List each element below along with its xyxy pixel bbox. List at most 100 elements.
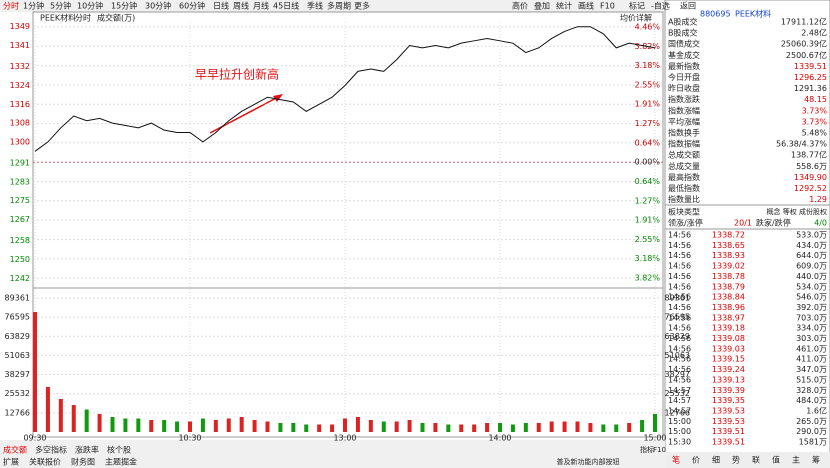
stat-value: 5.48% xyxy=(802,129,828,138)
period-tab[interactable]: 周线 xyxy=(233,1,249,11)
volume-bar xyxy=(45,387,50,432)
volume-bar xyxy=(330,424,335,432)
panel-name: PEEK材料 xyxy=(735,9,771,19)
y-tick-label: 1324 xyxy=(10,81,30,90)
volume-bar xyxy=(149,420,154,432)
tick-price: 1338.96 xyxy=(712,303,745,312)
period-tab[interactable]: 日线 xyxy=(213,1,229,11)
volume-bar xyxy=(459,424,464,432)
period-tab[interactable]: 月线 xyxy=(253,1,269,11)
volume-bar xyxy=(575,421,580,432)
y-tick-label: 12766 xyxy=(5,408,30,417)
chart-link[interactable]: 均价详解 xyxy=(620,13,652,23)
bottom-tool[interactable]: 关联报价 xyxy=(29,457,61,467)
volume-bar xyxy=(420,423,425,432)
period-tab[interactable]: 30分钟 xyxy=(145,1,171,11)
y-tick-label-right: 51063 xyxy=(665,351,690,360)
period-tab[interactable]: 季线 xyxy=(307,1,323,11)
stat-label: 指数量比 xyxy=(668,194,700,204)
tick-price: 1339.53 xyxy=(712,417,745,426)
stat-label: A股成交 xyxy=(668,17,697,27)
period-tab[interactable]: 更多 xyxy=(354,1,370,11)
period-tab[interactable]: 多周期 xyxy=(327,1,351,11)
period-tab[interactable]: 15分钟 xyxy=(111,1,137,11)
volume-bar xyxy=(368,420,373,432)
stat-label: 总成交量 xyxy=(668,161,700,171)
volume-bar xyxy=(213,420,218,432)
tick-time: 14:56 xyxy=(668,344,691,353)
bottom-right[interactable]: 指标 xyxy=(640,445,654,454)
stat-value: 3.73% xyxy=(802,106,828,115)
bottom-tool[interactable]: 主题掘金 xyxy=(105,457,137,467)
tool-button[interactable]: 高价 xyxy=(512,1,528,11)
tick-price: 1338.72 xyxy=(712,231,745,240)
panel-footer-tab[interactable]: 价 xyxy=(692,456,700,465)
bottom-tab[interactable]: 涨跌率 xyxy=(75,445,99,455)
panel-footer-tab[interactable]: 细 xyxy=(712,455,720,465)
panel-footer-tab[interactable]: 值 xyxy=(772,455,780,465)
panel-footer-tab[interactable]: 主 xyxy=(792,455,800,465)
panel-footer-tab[interactable]: 势 xyxy=(732,455,740,465)
tick-volume: 534.0万 xyxy=(796,282,827,291)
arrow-head xyxy=(273,94,283,102)
tick-volume: 411.0万 xyxy=(796,355,827,364)
bottom-tab[interactable]: 成交额 xyxy=(3,445,27,455)
y2-tick-label: 4.46% xyxy=(635,22,661,31)
period-tab[interactable]: 60分钟 xyxy=(179,1,205,11)
bottom-right[interactable]: 普及新功能内部按钮 xyxy=(557,457,620,466)
tick-price: 1339.13 xyxy=(712,375,745,384)
bottom-bg xyxy=(0,440,665,468)
tick-volume: 440.0万 xyxy=(796,272,827,281)
y-tick-label: 1316 xyxy=(10,100,30,109)
volume-bar xyxy=(239,417,244,432)
tool-button[interactable]: 标记 xyxy=(629,1,645,11)
tick-time: 14:56 xyxy=(668,272,691,281)
tick-price: 1338.78 xyxy=(712,272,745,281)
tool-button[interactable]: 叠加 xyxy=(534,1,550,11)
bottom-tab[interactable]: 多空指标 xyxy=(35,445,67,455)
tick-volume: 484.0万 xyxy=(796,396,827,405)
tool-button[interactable]: F10 xyxy=(600,2,615,11)
y-tick-label: 89361 xyxy=(5,294,30,303)
bottom-tab[interactable]: 核个股 xyxy=(107,445,131,455)
volume-bar xyxy=(394,421,399,432)
period-tab[interactable]: 45日线 xyxy=(273,1,299,11)
chart-mode: 分时 xyxy=(75,13,91,23)
period-tab[interactable]: 1分钟 xyxy=(23,1,44,11)
tick-price: 1339.08 xyxy=(712,334,745,343)
tool-button[interactable]: 统计 xyxy=(556,1,572,11)
bottom-tool[interactable]: 扩展 xyxy=(3,457,19,467)
volume-bar xyxy=(71,405,76,432)
volume-bar xyxy=(97,414,102,432)
sector-options[interactable]: 概念 等权 成份股权 xyxy=(767,207,827,216)
tool-button[interactable]: -自选 xyxy=(651,1,670,11)
volume-bar xyxy=(523,423,528,432)
volume-bar xyxy=(433,423,438,432)
chart-name: PEEK材料 xyxy=(40,13,76,23)
panel-footer-tab[interactable]: 笔 xyxy=(672,455,680,465)
tool-button[interactable]: 返回 xyxy=(680,2,696,11)
volume-bar xyxy=(562,421,567,432)
annotation-arrow xyxy=(209,95,281,134)
period-tab[interactable]: 分时 xyxy=(3,1,19,11)
volume-bar xyxy=(627,423,632,432)
plot-frame xyxy=(32,11,664,438)
panel-footer-tab[interactable]: 筹 xyxy=(812,455,820,465)
x-tick-label: 13:00 xyxy=(333,434,356,443)
volume-bar xyxy=(252,420,257,432)
tick-volume: 533.0万 xyxy=(796,231,827,240)
period-tab[interactable]: 5分钟 xyxy=(50,1,71,11)
tool-button[interactable]: 画线 xyxy=(578,1,594,11)
y-tick-label: 1258 xyxy=(10,236,30,245)
volume-bar xyxy=(536,423,541,432)
panel-footer-tab[interactable]: 联 xyxy=(752,456,760,465)
y-tick-label: 1242 xyxy=(10,274,30,283)
tick-time: 15:00 xyxy=(668,417,691,426)
period-tab[interactable]: 10分钟 xyxy=(77,1,103,11)
y2-tick-label: 3.18% xyxy=(635,254,661,263)
bottom-tool[interactable]: 财务图 xyxy=(71,457,95,467)
bottom-right[interactable]: F10 xyxy=(653,446,666,454)
panel-code: 880695 xyxy=(700,10,731,19)
volume-bar xyxy=(278,423,283,432)
tick-price: 1338.84 xyxy=(712,293,745,302)
